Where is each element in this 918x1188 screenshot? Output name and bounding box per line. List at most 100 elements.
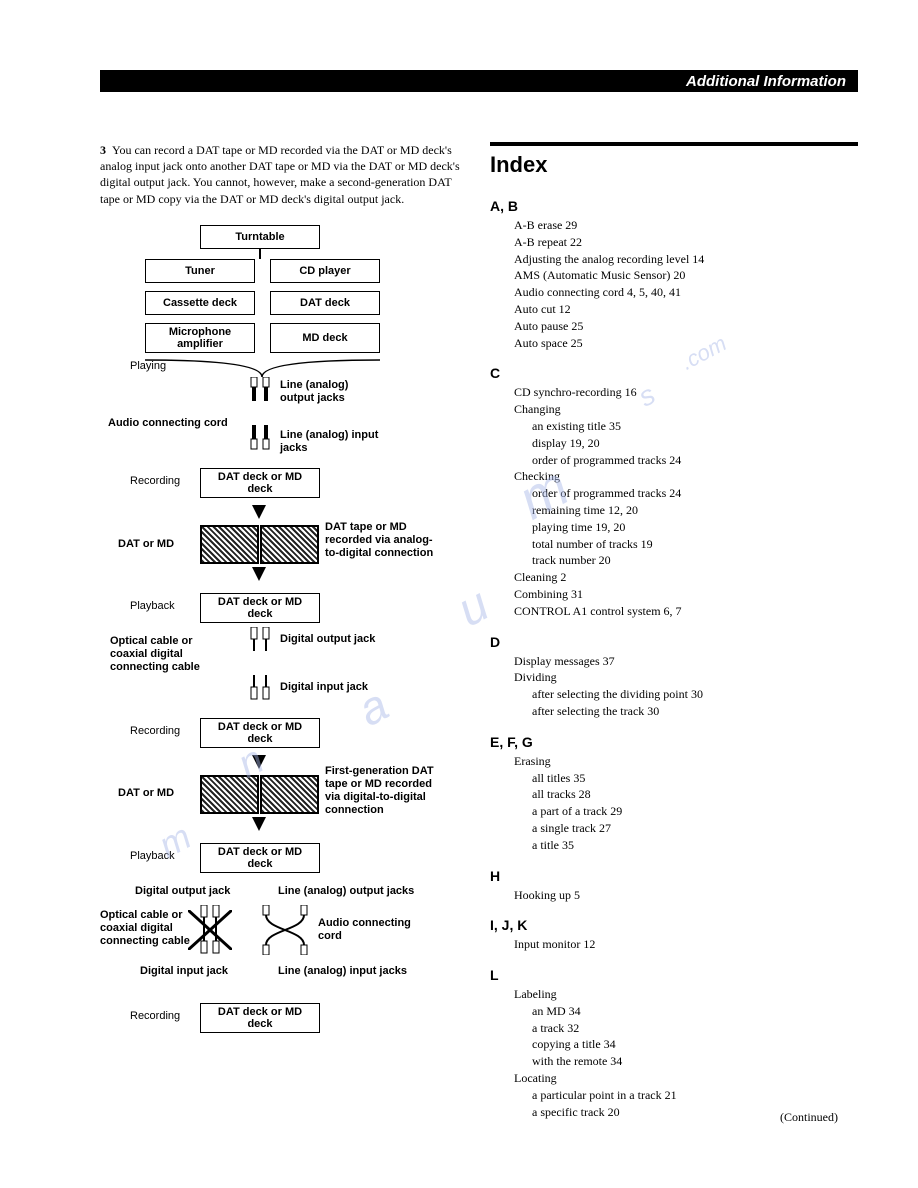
index-entry: Auto pause 25 bbox=[514, 318, 858, 335]
dig-out-label: Digital output jack bbox=[280, 633, 375, 646]
index-entry: after selecting the dividing point 30 bbox=[532, 686, 858, 703]
index-entry: Checking bbox=[514, 468, 858, 485]
index-letter: H bbox=[490, 868, 858, 884]
index-entry: Audio connecting cord 4, 5, 40, 41 bbox=[514, 284, 858, 301]
index-entry: Changing bbox=[514, 401, 858, 418]
plug-icon bbox=[248, 377, 272, 403]
index-entry: remaining time 12, 20 bbox=[532, 502, 858, 519]
header-bar: Additional Information bbox=[100, 70, 858, 92]
tuner-box: Tuner bbox=[145, 259, 255, 283]
index-title: Index bbox=[490, 152, 858, 178]
datmd-box-3: DAT deck or MD deck bbox=[200, 718, 320, 748]
index-entry: Hooking up 5 bbox=[514, 887, 858, 904]
plug-icon bbox=[248, 425, 272, 451]
index-entry: Input monitor 12 bbox=[514, 936, 858, 953]
index-entry: AMS (Automatic Music Sensor) 20 bbox=[514, 267, 858, 284]
index-letter: D bbox=[490, 634, 858, 650]
index-entry: an MD 34 bbox=[532, 1003, 858, 1020]
line-in-label: Line (analog) input jacks bbox=[280, 429, 380, 455]
md-deck-image bbox=[260, 775, 319, 814]
x-cross-icon bbox=[188, 910, 232, 950]
recording-label-2: Recording bbox=[130, 725, 180, 738]
line-in2-label: Line (analog) input jacks bbox=[278, 965, 407, 978]
index-entry: a track 32 bbox=[532, 1020, 858, 1037]
recording-label-3: Recording bbox=[130, 1010, 180, 1023]
mic-box: Microphone amplifier bbox=[145, 323, 255, 353]
index-entries: Hooking up 5 bbox=[514, 887, 858, 904]
continued-label: (Continued) bbox=[780, 1110, 838, 1125]
index-letter: L bbox=[490, 967, 858, 983]
index-entries: A-B erase 29A-B repeat 22Adjusting the a… bbox=[514, 217, 858, 351]
audio-cord-label: Audio connecting cord bbox=[108, 417, 228, 430]
index-entries: Input monitor 12 bbox=[514, 936, 858, 953]
index-entry: Auto cut 12 bbox=[514, 301, 858, 318]
index-entry: order of programmed tracks 24 bbox=[532, 452, 858, 469]
cassette-box: Cassette deck bbox=[145, 291, 255, 315]
datmd-box-4: DAT deck or MD deck bbox=[200, 843, 320, 873]
note-body: You can record a DAT tape or MD recorded… bbox=[100, 143, 460, 206]
dig-out2-label: Digital output jack bbox=[135, 885, 230, 898]
optical-label-1: Optical cable or coaxial digital connect… bbox=[110, 635, 210, 675]
down-arrow-icon bbox=[252, 505, 266, 519]
down-arrow-icon bbox=[252, 755, 266, 769]
md-deck-image bbox=[260, 525, 319, 564]
datmd-box-2: DAT deck or MD deck bbox=[200, 593, 320, 623]
index-entry: A-B erase 29 bbox=[514, 217, 858, 234]
index-entry: Cleaning 2 bbox=[514, 569, 858, 586]
digital-plug-icon bbox=[248, 675, 272, 701]
note-paragraph: 3 You can record a DAT tape or MD record… bbox=[100, 142, 460, 207]
index-entry: a title 35 bbox=[532, 837, 858, 854]
tape2-label: First-generation DAT tape or MD recorded… bbox=[325, 765, 435, 818]
audio-cord2-label: Audio connecting cord bbox=[318, 917, 418, 943]
index-entry: order of programmed tracks 24 bbox=[532, 485, 858, 502]
cd-box: CD player bbox=[270, 259, 380, 283]
index-entry: with the remote 34 bbox=[532, 1053, 858, 1070]
index-entry: Labeling bbox=[514, 986, 858, 1003]
optical-label-2: Optical cable or coaxial digital connect… bbox=[100, 909, 190, 949]
recording-label-1: Recording bbox=[130, 475, 180, 488]
index-letter: E, F, G bbox=[490, 734, 858, 750]
index-entries: Erasingall titles 35all tracks 28a part … bbox=[514, 753, 858, 854]
index-entries: Labelingan MD 34a track 32copying a titl… bbox=[514, 986, 858, 1120]
tape1-label: DAT tape or MD recorded via analog-to-di… bbox=[325, 521, 435, 561]
md-box: MD deck bbox=[270, 323, 380, 353]
header-title: Additional Information bbox=[686, 73, 846, 90]
plug-icon bbox=[260, 905, 310, 955]
dat-box: DAT deck bbox=[270, 291, 380, 315]
line-out2-label: Line (analog) output jacks bbox=[278, 885, 414, 898]
index-entry: Auto space 25 bbox=[514, 335, 858, 352]
playback-label-1: Playback bbox=[130, 600, 175, 613]
dat-deck-image bbox=[200, 775, 259, 814]
index-entries: Display messages 37Dividingafter selecti… bbox=[514, 653, 858, 720]
index-entry: a part of a track 29 bbox=[532, 803, 858, 820]
index-body: A, B A-B erase 29A-B repeat 22Adjusting t… bbox=[490, 198, 858, 1120]
index-entry: playing time 19, 20 bbox=[532, 519, 858, 536]
right-column: Index A, B A-B erase 29A-B repeat 22Adjus… bbox=[490, 142, 858, 1125]
index-entry: all titles 35 bbox=[532, 770, 858, 787]
note-number: 3 bbox=[100, 142, 106, 158]
index-entry: after selecting the track 30 bbox=[532, 703, 858, 720]
datmd-box-5: DAT deck or MD deck bbox=[200, 1003, 320, 1033]
index-entry: Erasing bbox=[514, 753, 858, 770]
index-letter: I, J, K bbox=[490, 917, 858, 933]
playback-label-2: Playback bbox=[130, 850, 175, 863]
flow-diagram: Turntable Tuner CD player Cassette deck … bbox=[100, 225, 440, 1125]
dat-or-md-label-1: DAT or MD bbox=[118, 538, 174, 551]
index-bar bbox=[490, 142, 858, 146]
index-entry: all tracks 28 bbox=[532, 786, 858, 803]
line-out-label: Line (analog) output jacks bbox=[280, 379, 380, 405]
index-entry: a particular point in a track 21 bbox=[532, 1087, 858, 1104]
dig-in2-label: Digital input jack bbox=[140, 965, 228, 978]
dat-deck-image bbox=[200, 525, 259, 564]
index-letter: A, B bbox=[490, 198, 858, 214]
index-entry: Dividing bbox=[514, 669, 858, 686]
index-entry: CD synchro-recording 16 bbox=[514, 384, 858, 401]
turntable-box: Turntable bbox=[200, 225, 320, 249]
down-arrow-icon bbox=[252, 817, 266, 831]
left-column: 3 You can record a DAT tape or MD record… bbox=[100, 142, 460, 1125]
index-entry: Locating bbox=[514, 1070, 858, 1087]
index-entry: track number 20 bbox=[532, 552, 858, 569]
index-entry: a single track 27 bbox=[532, 820, 858, 837]
digital-plug-icon bbox=[248, 627, 272, 653]
index-entry: Adjusting the analog recording level 14 bbox=[514, 251, 858, 268]
